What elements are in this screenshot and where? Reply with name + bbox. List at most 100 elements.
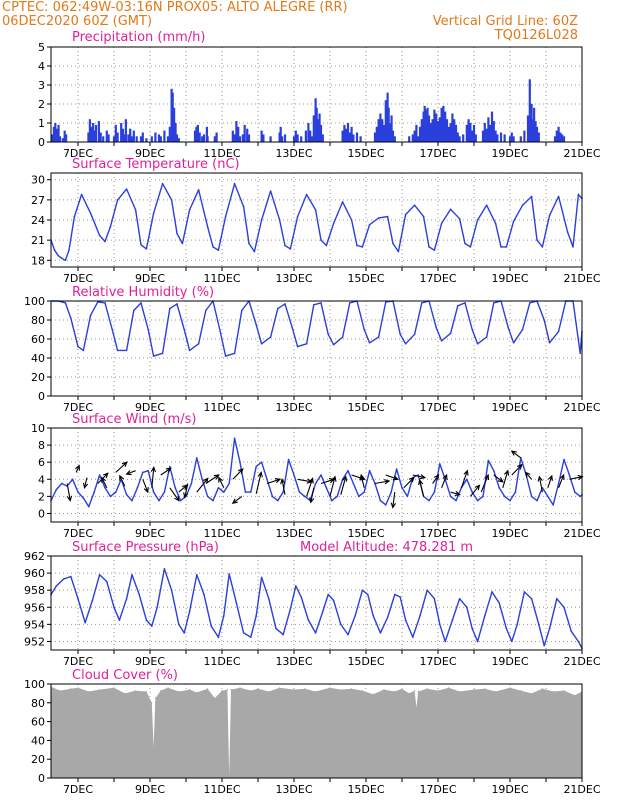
precip-bar xyxy=(159,136,162,142)
precip-bar xyxy=(503,134,506,142)
precip-bar xyxy=(519,136,522,142)
precip-bar xyxy=(54,123,57,142)
precip-bar xyxy=(154,132,157,142)
precip-bar xyxy=(352,134,355,142)
cloud-cover-point xyxy=(167,687,169,689)
precip-bar xyxy=(423,105,426,142)
precip-bar xyxy=(195,126,198,142)
panel-surface-temperature-nc-point xyxy=(464,242,466,245)
panel-surface-wind-m-s-point xyxy=(115,491,117,493)
panel-surface-temperature-nc-point xyxy=(404,213,407,216)
panel-surface-pressure-hpa-point xyxy=(367,593,369,596)
precip-bar xyxy=(442,105,445,142)
panel-relative-humidity-point xyxy=(161,352,164,355)
cloud-cover-point xyxy=(383,689,385,691)
precip-bar xyxy=(294,130,297,142)
cloud-cover-point xyxy=(151,702,153,704)
precip-bar xyxy=(440,107,443,142)
wind-vector xyxy=(115,461,128,473)
cloud-cover-point xyxy=(196,691,198,694)
panel-surface-wind-m-s-point xyxy=(169,465,171,468)
panel-relative-humidity-point xyxy=(320,302,322,304)
panel-relative-humidity-point xyxy=(183,328,185,331)
panel-surface-temperature-nc-point xyxy=(476,219,479,221)
panel-surface-wind-m-s-point xyxy=(471,491,474,493)
panel-surface-temperature-nc-point xyxy=(428,246,430,248)
panel-surface-wind-m-s-point xyxy=(287,458,290,461)
precip-bar xyxy=(489,124,492,142)
cloud-cover-point xyxy=(59,690,61,692)
panel-surface-temperature-nc-point xyxy=(64,259,67,262)
wind-vector xyxy=(66,483,73,502)
panel-surface-pressure-hpa-point xyxy=(451,619,454,621)
panel-relative-humidity-point xyxy=(269,336,272,338)
cloud-cover-point xyxy=(228,775,230,777)
panel-surface-temperature-nc-point xyxy=(242,205,245,208)
panel-surface-wind-m-s-point xyxy=(557,482,560,485)
panel-surface-pressure-hpa-xtick-label: 19DEC xyxy=(491,655,528,668)
cloud-cover-point xyxy=(145,690,147,693)
panel-relative-humidity-xtick-label: 7DEC xyxy=(63,401,93,414)
panel-surface-temperature-nc-point xyxy=(413,204,416,206)
panel-surface-pressure-hpa-point xyxy=(570,630,572,632)
precip-bar xyxy=(483,123,486,142)
panel-surface-wind-m-s-point xyxy=(379,499,382,502)
panel-surface-pressure-hpa-point xyxy=(516,623,518,626)
precip-bar xyxy=(107,134,110,142)
panel-surface-temperature-nc-point xyxy=(217,249,220,251)
cloud-cover-point xyxy=(509,687,511,689)
panel-relative-humidity-point xyxy=(305,343,308,345)
cloud-cover-point xyxy=(531,692,533,695)
panel-surface-temperature-nc-point xyxy=(181,242,184,245)
panel-surface-temperature-nc-point xyxy=(548,214,551,217)
panel-surface-pressure-hpa-xtick-label: 17DEC xyxy=(419,655,456,668)
panel-surface-pressure-hpa-point xyxy=(340,623,342,626)
panel-surface-wind-m-s-ytick-label: 8 xyxy=(38,439,45,452)
panel-surface-pressure-hpa-point xyxy=(498,602,501,604)
panel-surface-temperature-nc-point xyxy=(57,254,59,257)
panel-relative-humidity-line xyxy=(51,300,583,357)
panel-surface-wind-m-s-xtick-label: 13DEC xyxy=(275,527,312,540)
wind-vector xyxy=(280,478,286,495)
panel-surface-pressure-hpa-point xyxy=(439,623,441,626)
wind-vector xyxy=(329,475,337,497)
panel-surface-pressure-hpa-point xyxy=(118,619,121,621)
panel-surface-wind-m-s-point xyxy=(196,457,198,459)
panel-surface-temperature-nc-point xyxy=(134,209,137,211)
panel-surface-temperature-nc-point xyxy=(392,242,394,245)
panel-surface-wind-m-s-point xyxy=(574,491,576,493)
panel-precipitation-mm-h-frame xyxy=(50,46,583,143)
panel-surface-wind-m-s-point xyxy=(239,461,241,464)
panel-relative-humidity-point xyxy=(457,305,459,307)
precip-bar xyxy=(431,119,434,142)
wind-vector xyxy=(537,475,543,493)
panel-surface-pressure-hpa-point xyxy=(138,593,140,596)
panel-precipitation-mm-h-ytick-label: 0 xyxy=(38,136,45,149)
precip-bar xyxy=(375,126,378,142)
panel-surface-pressure-hpa-point xyxy=(412,636,414,638)
wind-vector xyxy=(412,474,427,480)
panel-surface-wind-m-s-point xyxy=(293,474,295,476)
panel-surface-temperature-nc-point xyxy=(206,225,209,228)
cloud-cover-point xyxy=(70,688,72,690)
precip-bar xyxy=(481,130,485,142)
precip-bar xyxy=(387,107,390,142)
precip-bar xyxy=(174,123,177,142)
precip-bar xyxy=(420,119,423,142)
precip-bar xyxy=(135,136,138,142)
panel-relative-humidity-point xyxy=(404,343,407,345)
panel-surface-temperature-nc-point xyxy=(145,248,148,250)
panel-surface-temperature-nc-point xyxy=(80,193,83,196)
precip-bar xyxy=(492,121,495,142)
precip-bar xyxy=(300,136,303,142)
panel-surface-temperature-nc-point xyxy=(530,195,533,198)
precip-bar xyxy=(456,132,459,142)
panel-relative-humidity-point xyxy=(579,352,581,355)
panel-relative-humidity-point xyxy=(521,328,524,331)
precip-bar xyxy=(382,124,386,142)
cloud-cover-point xyxy=(315,690,317,693)
panel-surface-pressure-hpa-point xyxy=(372,615,375,617)
panel-surface-wind-m-s-point xyxy=(563,458,565,461)
wind-vector xyxy=(480,473,490,493)
panel-surface-temperature-nc-point xyxy=(314,209,317,211)
